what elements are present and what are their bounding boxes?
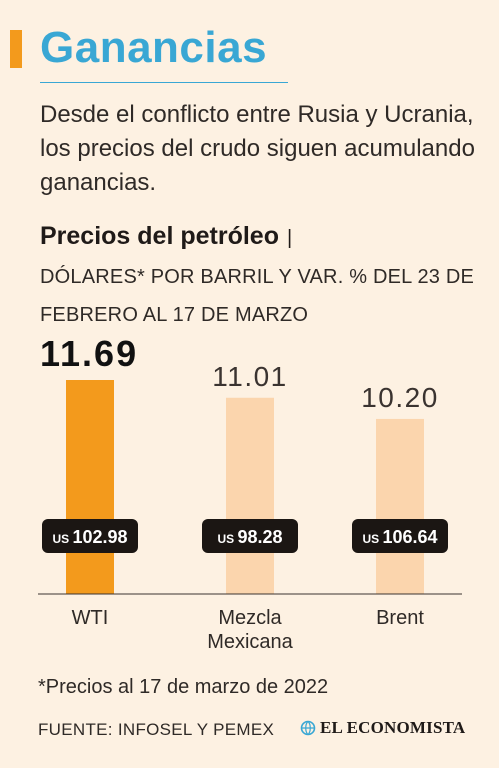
chart-title-row: Precios del petróleo | (40, 222, 292, 251)
footnote: *Precios al 17 de marzo de 2022 (38, 676, 329, 698)
bar-2 (226, 397, 274, 594)
chart-title-separator: | (286, 227, 293, 249)
bar-1 (66, 380, 114, 594)
data-label-1: 11.69 (40, 333, 138, 374)
category-label-2: Mezcla Mexicana (207, 607, 293, 653)
price-box-3 (352, 519, 448, 553)
chart-title: Precios del petróleo (40, 222, 279, 250)
brand-logo: EL ECONOMISTA (300, 718, 465, 738)
data-label-2: 11.01 (212, 361, 288, 392)
page-title: Ganancias (40, 23, 268, 72)
bar-3 (376, 418, 424, 594)
price-label-3: US 106.64 (362, 527, 437, 547)
accent-bar (10, 30, 22, 68)
price-label-2: US 98.28 (217, 527, 282, 547)
price-label-1: US 102.98 (52, 527, 127, 547)
price-box-2 (202, 519, 298, 553)
globe-icon (300, 720, 316, 736)
category-label-3: Brent (376, 607, 424, 629)
price-box-1 (42, 519, 138, 553)
category-label-1: WTI (72, 607, 109, 629)
source-text: FUENTE: INFOSEL Y PEMEX (38, 720, 275, 739)
title-divider (40, 82, 288, 83)
chart-description: DÓLARES* POR BARRIL Y VAR. % DEL 23 DE F… (40, 266, 475, 326)
brand-name: EL ECONOMISTA (320, 718, 466, 737)
data-label-3: 10.20 (361, 382, 439, 413)
page-subtitle: Desde el conflicto entre Rusia y Ucrania… (40, 101, 475, 196)
